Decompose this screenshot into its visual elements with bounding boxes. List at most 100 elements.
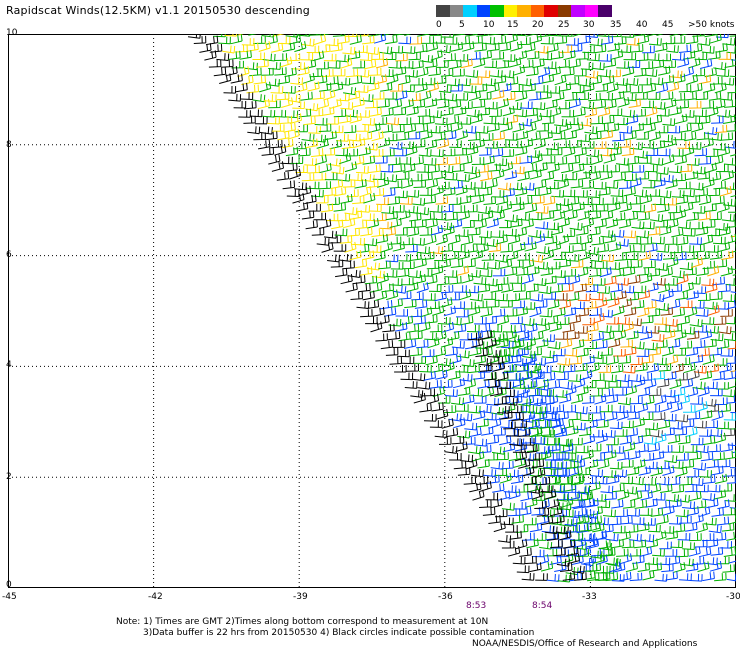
wind-barb: [480, 171, 493, 182]
wind-barb: [504, 329, 517, 341]
wind-barb: [464, 422, 478, 431]
wind-barb: [649, 114, 663, 125]
wind-barb: [383, 187, 396, 197]
wind-barb: [632, 417, 645, 428]
wind-barb: [443, 405, 457, 414]
wind-barb: [632, 204, 645, 213]
wind-barb: [358, 283, 371, 293]
wind-barb: [395, 90, 408, 101]
wind-barb: [543, 292, 556, 300]
wind-barb: [546, 498, 560, 510]
wind-barb: [624, 384, 637, 396]
wind-barb: [437, 316, 451, 325]
wind-barb: [582, 433, 596, 445]
wind-barb: [385, 34, 398, 45]
wind-barb: [470, 469, 484, 478]
wind-barb: [463, 125, 477, 134]
wind-barb: [686, 469, 700, 478]
wind-barb: [362, 117, 375, 126]
wind-barb: [483, 196, 496, 205]
wind-barb: [726, 219, 736, 228]
wind-barb: [448, 99, 462, 109]
wind-barb: [518, 37, 531, 46]
wind-barb: [630, 44, 644, 53]
wind-barb: [669, 70, 683, 79]
wind-barb: [393, 163, 406, 173]
wind-barb: [685, 522, 698, 532]
wind-barb: [268, 62, 281, 70]
wind-barb: [566, 76, 580, 86]
wind-barb: [557, 357, 571, 366]
wind-barb: [492, 349, 506, 358]
wind-barb: [381, 283, 394, 293]
wind-barb: [556, 492, 569, 501]
wind-barb: [585, 284, 599, 293]
wind-barb: [434, 330, 447, 342]
wind-barb: [613, 562, 626, 573]
wind-barb: [451, 340, 465, 349]
wind-barb: [727, 267, 736, 271]
wind-barb: [539, 186, 552, 196]
wind-barb: [371, 52, 384, 60]
wind-barb: [448, 234, 461, 245]
wind-barb: [631, 299, 645, 309]
wind-barb: [482, 36, 495, 45]
wind-barb: [723, 333, 736, 342]
wind-barb: [440, 68, 454, 77]
wind-barb: [541, 396, 555, 405]
legend-label: 0: [436, 20, 442, 30]
wind-barb: [509, 140, 522, 149]
wind-barb: [298, 148, 311, 157]
wind-barb: [265, 131, 278, 141]
wind-barb: [509, 276, 523, 284]
wind-barb: [320, 203, 334, 213]
wind-barb: [596, 34, 610, 37]
wind-barb: [541, 210, 555, 220]
wind-barb: [612, 212, 626, 222]
wind-barb: [208, 59, 222, 68]
wind-barb: [685, 306, 698, 318]
wind-barb: [655, 302, 669, 311]
wind-barb: [549, 321, 562, 332]
wind-barb: [434, 117, 448, 126]
wind-barb: [570, 393, 584, 404]
wind-barb: [697, 561, 710, 573]
wind-barb: [721, 170, 734, 182]
wind-barb: [563, 307, 577, 317]
wind-barb: [370, 321, 383, 333]
wind-barb: [704, 338, 717, 348]
wind-barb: [517, 171, 530, 182]
wind-barb: [492, 210, 505, 221]
wind-barb: [512, 445, 526, 453]
wind-barb: [689, 237, 702, 245]
wind-barb: [541, 350, 555, 359]
wind-barb: [589, 351, 603, 360]
wind-barb: [464, 339, 478, 350]
wind-barb: [730, 291, 736, 294]
wind-barb: [389, 98, 403, 109]
wind-barb: [606, 316, 619, 325]
wind-barb: [443, 186, 456, 196]
wind-barb: [497, 140, 511, 149]
wind-barb: [598, 539, 611, 550]
wind-barb: [462, 181, 476, 190]
wind-barb: [536, 246, 550, 255]
wind-barb: [403, 162, 416, 173]
wind-barb: [613, 349, 626, 357]
wind-barb: [349, 250, 362, 261]
wind-barb: [345, 148, 359, 157]
wind-barb: [654, 573, 668, 582]
wind-barb: [419, 364, 432, 373]
wind-barb: [603, 152, 616, 164]
wind-barb: [694, 148, 707, 157]
wind-barb: [690, 257, 703, 269]
wind-barb: [593, 181, 607, 190]
wind-barb: [534, 500, 547, 509]
wind-barb: [344, 34, 358, 37]
wind-barb: [679, 300, 693, 308]
wind-barb: [462, 220, 475, 229]
wind-barb: [690, 82, 703, 93]
wind-barb: [664, 455, 678, 464]
wind-barb: [689, 573, 703, 582]
wind-barb: [564, 172, 578, 181]
